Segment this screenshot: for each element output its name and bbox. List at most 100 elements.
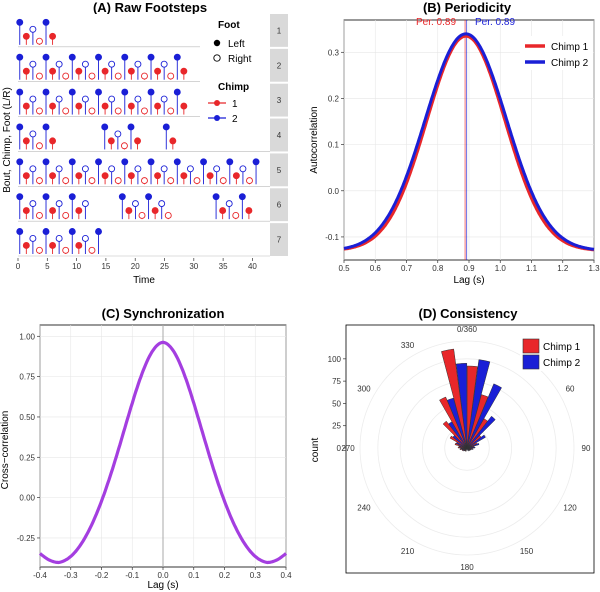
angle-label: 90 <box>582 444 591 453</box>
footstep-point <box>68 158 76 166</box>
x-tick-label: 0 <box>16 262 21 271</box>
panel-c: (C) Synchronization Cross−correlation La… <box>0 306 292 591</box>
footstep-point <box>62 212 70 219</box>
footstep-point <box>131 200 139 208</box>
angle-label: 120 <box>563 504 577 513</box>
footstep-point <box>81 200 89 208</box>
footstep-point <box>95 158 102 166</box>
footstep-point <box>68 53 76 61</box>
footstep-point <box>180 102 188 110</box>
footstep-point <box>212 193 220 201</box>
footstep-point <box>35 212 43 219</box>
x-tick-label: 1.1 <box>526 264 538 273</box>
rose-wedge-chimp2 <box>466 383 502 449</box>
footstep-point <box>88 246 96 254</box>
footstep-point <box>125 207 133 215</box>
footstep-point <box>219 207 227 215</box>
footstep-point <box>154 172 162 180</box>
footstep-point <box>29 130 37 138</box>
angle-label: 60 <box>566 385 575 394</box>
footstep-point <box>75 172 83 180</box>
footstep-point <box>101 102 109 110</box>
legend-d-chimp2-swatch <box>522 354 540 370</box>
footstep-point <box>88 107 96 115</box>
footstep-point <box>29 25 37 33</box>
rose-wedge-chimp2 <box>466 415 496 449</box>
angle-label: 270 <box>341 444 355 453</box>
footstep-point <box>35 107 43 115</box>
y-tick-label: -0.1 <box>325 233 339 242</box>
footstep-point <box>29 200 37 208</box>
footstep-point <box>22 172 30 180</box>
footstep-point <box>134 165 142 173</box>
y-tick-label: 0.00 <box>19 494 35 503</box>
footstep-point <box>239 165 247 173</box>
y-tick-label: 0.2 <box>328 94 340 103</box>
panel-a-xlabel: Time <box>133 275 155 286</box>
footstep-point <box>42 53 50 61</box>
footstep-point <box>35 246 43 254</box>
footstep-point <box>75 102 83 110</box>
footstep-point <box>16 123 24 131</box>
periodicity-annotation-chimp2: Per. 0.89 <box>475 17 515 28</box>
rose-wedge-chimp2 <box>466 447 469 451</box>
legend-b-chimp2: Chimp 2 <box>551 58 589 69</box>
footstep-point <box>121 158 129 166</box>
footstep-point <box>75 67 83 75</box>
footstep-point <box>42 123 50 131</box>
footstep-point <box>35 72 43 80</box>
footstep-point <box>49 172 57 180</box>
y-tick-label: 0.75 <box>19 373 35 382</box>
footstep-point <box>68 228 76 235</box>
y-tick-label: 0.0 <box>328 187 340 196</box>
rose-wedge-chimp1 <box>442 420 468 449</box>
panel-b-ylabel: Autocorrelation <box>309 106 320 173</box>
angle-label: 240 <box>357 504 371 513</box>
legend-left-marker <box>213 39 221 47</box>
footstep-point <box>22 137 30 145</box>
panel-a-title: (A) Raw Footsteps <box>93 0 207 15</box>
x-tick-label: 0.4 <box>280 571 292 580</box>
rose-wedge-chimp1 <box>441 348 468 449</box>
footstep-point <box>101 67 109 75</box>
bout-strip <box>270 153 288 187</box>
legend-chimp-title: Chimp <box>218 82 249 93</box>
y-tick-label: 0.25 <box>19 453 35 462</box>
legend-b-chimp1: Chimp 1 <box>551 42 589 53</box>
footstep-point <box>22 102 30 110</box>
footstep-point <box>49 207 57 215</box>
x-tick-label: 0.8 <box>432 264 444 273</box>
footstep-point <box>173 158 181 166</box>
x-tick-label: -0.4 <box>33 571 47 580</box>
legend-d-chimp2: Chimp 2 <box>543 358 581 369</box>
legend-foot-right: Right <box>228 54 252 65</box>
footstep-point <box>22 242 30 249</box>
panel-a-ylabel: Bout, Chimp, Foot (L/R) <box>2 87 13 193</box>
legend-d-chimp1-swatch <box>522 338 540 354</box>
footstep-point <box>134 137 142 145</box>
bout-strip <box>270 83 288 117</box>
legend-chimp2-marker <box>214 115 220 121</box>
angle-label: 210 <box>401 547 415 556</box>
y-tick-label: 0 <box>337 444 342 453</box>
x-tick-label: 0.2 <box>219 571 231 580</box>
footstep-point <box>134 60 142 68</box>
footstep-point <box>95 228 102 235</box>
footstep-point <box>108 165 116 173</box>
footstep-point <box>160 95 168 103</box>
legend-foot-title: Foot <box>218 20 240 31</box>
footstep-point <box>121 53 129 61</box>
y-tick-label: -0.25 <box>17 534 36 543</box>
y-tick-label: 1.00 <box>19 332 35 341</box>
footstep-point <box>107 137 115 145</box>
footstep-point <box>101 123 109 131</box>
legend-right-marker <box>213 54 221 62</box>
bout-strip-label: 4 <box>277 131 282 140</box>
x-tick-label: 10 <box>72 262 81 271</box>
footstep-point <box>62 107 70 115</box>
footstep-point <box>55 165 63 173</box>
footstep-point <box>35 177 43 185</box>
footstep-point <box>167 72 175 80</box>
bout-strip-label: 7 <box>277 236 282 245</box>
